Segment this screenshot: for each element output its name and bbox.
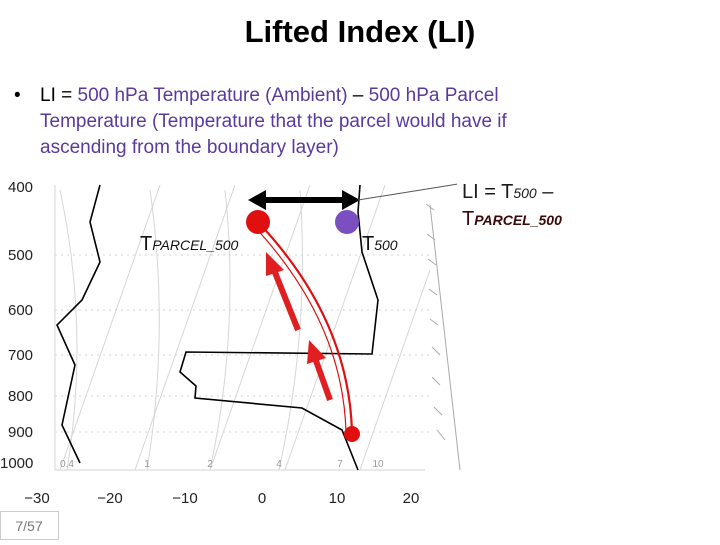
pressure-label: 800 — [8, 388, 33, 405]
bullet-text: 500 hPa Parcel — [369, 85, 499, 106]
ambient-label: T500 — [362, 233, 398, 255]
callout-line: LI = T500 – — [462, 181, 554, 203]
page-number: 7/57 — [15, 518, 42, 534]
temperature-label: −20 — [97, 490, 122, 507]
parcel-arrows — [266, 252, 333, 402]
pressure-label: 500 — [8, 247, 33, 264]
parcel-path — [251, 223, 347, 433]
bullet-line: LI = 500 hPa Temperature (Ambient) – 500… — [40, 85, 499, 106]
temperature-label: −10 — [172, 490, 197, 507]
bullet-text: LI = — [40, 85, 78, 106]
mixing-ratio-label: 4 — [276, 459, 282, 470]
pressure-labels: 400 500 600 700 800 900 1000 — [0, 179, 33, 472]
callout-text: 500 — [513, 185, 537, 201]
callout-text: T — [462, 208, 474, 230]
callout-line: TPARCEL_500 — [462, 208, 562, 230]
pressure-label: 700 — [8, 347, 33, 364]
callout-text: – — [537, 181, 555, 203]
pressure-label: 400 — [8, 179, 33, 196]
mixing-ratio-label: 0.4 — [60, 459, 74, 470]
ambient-500-dot — [335, 210, 359, 234]
pressure-label: 900 — [8, 424, 33, 441]
parcel-start-dot — [344, 426, 360, 442]
mixing-ratio-label: 2 — [207, 459, 213, 470]
mixing-ratio-label: 10 — [372, 459, 384, 470]
page-number-box — [0, 511, 59, 540]
ambient-label-main: T — [362, 233, 374, 255]
bullet-text: – — [348, 85, 369, 106]
parcel-label-main: T — [140, 233, 152, 255]
temperature-label: −30 — [24, 490, 49, 507]
parcel-500-dot — [246, 210, 270, 234]
temperature-label: 0 — [258, 490, 266, 507]
parcel-label-sub: PARCEL_500 — [152, 237, 238, 253]
mixing-ratio-label: 7 — [337, 459, 343, 470]
temperature-profile — [179, 184, 379, 471]
dewpoint-profile — [56, 184, 101, 464]
mixing-ratio-label: 1 — [144, 459, 150, 470]
bullet-line: Temperature (Temperature that the parcel… — [40, 111, 508, 132]
callout-text: PARCEL_500 — [474, 212, 562, 228]
temperature-label: 20 — [403, 490, 420, 507]
parcel-path — [257, 221, 354, 433]
bullet-marker: • — [14, 85, 21, 106]
pressure-label: 1000 — [0, 455, 33, 472]
bullet-line: ascending from the boundary layer) — [40, 137, 339, 158]
pressure-label: 600 — [8, 302, 33, 319]
slide-title: Lifted Index (LI) — [245, 14, 476, 49]
skewt-background — [54, 184, 461, 471]
callout-box — [457, 178, 720, 234]
temperature-labels: −30 −20 −10 0 10 20 — [24, 490, 419, 507]
ambient-label-sub: 500 — [374, 237, 398, 253]
temperature-label: 10 — [329, 490, 346, 507]
bullet-text: 500 hPa Temperature (Ambient) — [78, 85, 348, 106]
callout-text: LI = T — [462, 181, 513, 203]
parcel-label: TPARCEL_500 — [140, 233, 239, 255]
mixing-ratio-labels: 0.4 1 2 4 7 10 — [60, 459, 384, 470]
difference-arrow — [248, 183, 459, 210]
